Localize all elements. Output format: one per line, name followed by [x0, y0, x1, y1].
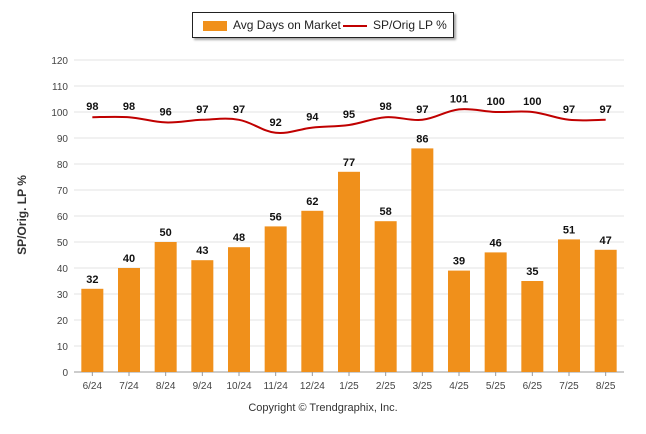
- line-data-label: 94: [306, 112, 319, 124]
- y-tick-label: 110: [52, 82, 68, 93]
- bar-data-label: 86: [416, 133, 428, 145]
- legend: Avg Days on Market SP/Orig LP %: [192, 12, 454, 38]
- bar: [411, 148, 434, 372]
- x-tick-label: 4/25: [449, 381, 469, 392]
- bar: [448, 270, 470, 372]
- y-tick-label: 40: [57, 264, 69, 275]
- y-tick-label: 70: [57, 186, 69, 197]
- bar-data-label: 39: [453, 256, 465, 268]
- line-data-label: 96: [160, 106, 172, 118]
- x-tick-label: 8/24: [156, 381, 176, 392]
- y-tick-label: 50: [57, 238, 69, 249]
- bar: [118, 268, 140, 372]
- line-data-label: 97: [600, 104, 612, 116]
- x-tick-label: 8/25: [596, 381, 616, 392]
- line-data-label: 92: [270, 117, 282, 129]
- x-tick-label: 9/24: [193, 381, 213, 392]
- bar: [301, 210, 324, 372]
- line-data-label: 97: [416, 104, 428, 116]
- y-tick-label: 30: [57, 290, 69, 301]
- x-tick-label: 1/25: [339, 381, 359, 392]
- x-tick-label: 7/25: [559, 381, 579, 392]
- bar: [264, 226, 287, 372]
- bar-data-label: 56: [270, 211, 282, 223]
- copyright-text: Copyright © Trendgraphix, Inc.: [248, 402, 398, 414]
- bar-data-label: 40: [123, 253, 135, 265]
- x-tick-label: 11/24: [264, 381, 289, 392]
- line-data-label: 98: [123, 101, 135, 113]
- line-data-label: 101: [450, 93, 468, 105]
- bar: [81, 288, 104, 372]
- line-data-label: 95: [343, 109, 355, 121]
- bar-data-label: 50: [160, 227, 172, 239]
- bar: [374, 221, 397, 372]
- y-tick-label: 80: [57, 160, 69, 171]
- bar: [484, 252, 507, 372]
- bar-data-label: 51: [563, 224, 575, 236]
- bar-data-label: 47: [600, 235, 612, 247]
- bar-data-label: 32: [86, 274, 98, 286]
- y-tick-label: 20: [57, 316, 69, 327]
- line-data-label: 97: [563, 104, 575, 116]
- legend-swatch-line: [343, 25, 367, 27]
- line-data-label: 97: [196, 104, 208, 116]
- line-data-label: 100: [486, 96, 504, 108]
- y-tick-label: 0: [62, 368, 68, 379]
- x-tick-label: 12/24: [300, 381, 325, 392]
- x-tick-label: 6/25: [523, 381, 543, 392]
- x-tick-label: 7/24: [119, 381, 139, 392]
- bar: [228, 247, 250, 372]
- y-tick-label: 90: [57, 134, 69, 145]
- bar-data-label: 35: [526, 266, 538, 278]
- bar: [594, 249, 617, 372]
- y-tick-label: 60: [57, 212, 69, 223]
- bar-data-label: 46: [490, 237, 502, 249]
- bar: [191, 260, 214, 372]
- bar: [521, 281, 544, 372]
- y-tick-label: 100: [51, 108, 68, 119]
- bar-data-label: 43: [196, 245, 208, 257]
- x-tick-label: 2/25: [376, 381, 396, 392]
- line-data-label: 100: [523, 96, 541, 108]
- bar-data-label: 62: [306, 196, 318, 208]
- legend-swatch-bar: [203, 21, 227, 31]
- bar: [338, 171, 360, 372]
- y-tick-label: 120: [51, 56, 68, 67]
- bar-data-label: 58: [380, 206, 392, 218]
- legend-label-bar: Avg Days on Market: [233, 18, 341, 32]
- y-tick-label: 10: [57, 342, 69, 353]
- x-tick-label: 5/25: [486, 381, 506, 392]
- x-tick-label: 10/24: [226, 381, 251, 392]
- bar: [558, 239, 580, 372]
- x-tick-label: 3/25: [413, 381, 433, 392]
- legend-label-line: SP/Orig LP %: [373, 18, 447, 32]
- bar-data-label: 77: [343, 157, 355, 169]
- line-data-label: 98: [380, 101, 392, 113]
- x-tick-label: 6/24: [83, 381, 103, 392]
- bar-data-label: 48: [233, 232, 245, 244]
- line-data-label: 98: [86, 101, 98, 113]
- line-data-label: 97: [233, 104, 245, 116]
- bar: [154, 242, 177, 372]
- y-axis-label: SP/Orig. LP %: [15, 175, 29, 255]
- series-line: [92, 108, 606, 135]
